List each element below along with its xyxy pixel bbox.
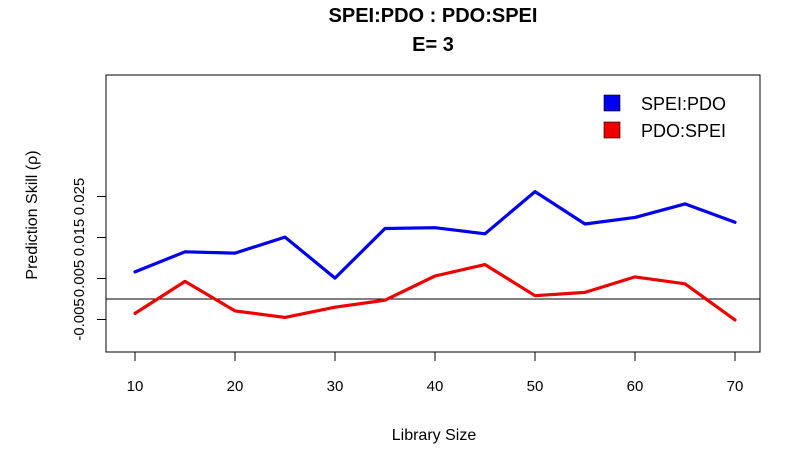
legend-swatch-spei-pdo xyxy=(603,94,621,112)
legend-label-pdo-spei: PDO:SPEI xyxy=(641,121,726,141)
x-tick-label: 50 xyxy=(527,378,544,395)
plot-frame xyxy=(105,74,761,353)
y-tick-label: 0.015 xyxy=(71,219,88,257)
series-line-spei-pdo xyxy=(133,190,737,280)
y-axis-label: Prediction Skill (ρ) xyxy=(24,150,41,279)
legend: SPEI:PDO PDO:SPEI xyxy=(603,94,726,141)
x-tick-label: 20 xyxy=(227,378,244,395)
x-tick-label: 10 xyxy=(127,378,144,395)
y-tick-label: 0.005 xyxy=(71,260,88,298)
series-line-pdo-spei xyxy=(133,263,737,322)
x-tick-label: 40 xyxy=(427,378,444,395)
y-tick-label: -0.005 xyxy=(71,298,88,341)
series-layer xyxy=(133,190,737,322)
x-axis-label: Library Size xyxy=(392,427,477,444)
x-tick-label: 70 xyxy=(727,378,744,395)
chart-subtitle: E= 3 xyxy=(412,34,454,56)
x-tick-label: 60 xyxy=(627,378,644,395)
x-tick-label: 30 xyxy=(327,378,344,395)
legend-label-spei-pdo: SPEI:PDO xyxy=(641,94,726,114)
legend-swatch-pdo-spei xyxy=(603,121,621,139)
x-axis: 10 20 30 40 50 60 70 xyxy=(127,351,744,395)
chart-title: SPEI:PDO : PDO:SPEI xyxy=(329,5,538,27)
y-tick-label: 0.025 xyxy=(71,178,88,216)
